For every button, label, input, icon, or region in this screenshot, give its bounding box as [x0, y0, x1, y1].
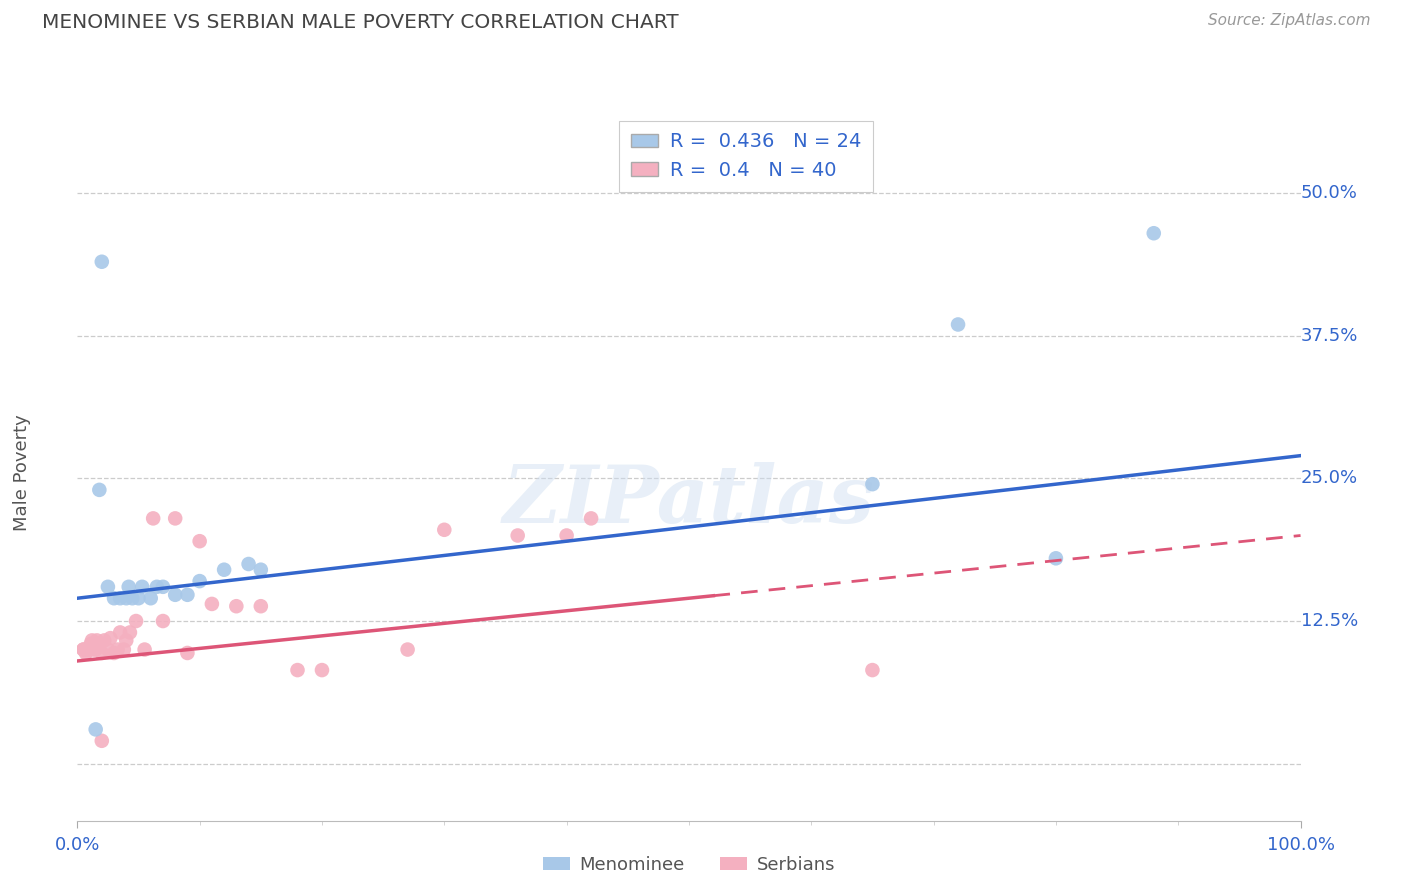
Point	[188, 574, 211, 588]
Point	[84, 642, 107, 657]
Legend: Menominee, Serbians: Menominee, Serbians	[536, 849, 842, 881]
Point	[862, 663, 884, 677]
Point	[118, 580, 141, 594]
Point	[82, 642, 104, 657]
Point	[115, 591, 138, 606]
Point	[77, 642, 100, 657]
Point	[121, 591, 143, 606]
Point	[86, 633, 108, 648]
Point	[89, 483, 111, 497]
Point	[103, 646, 125, 660]
Point	[72, 642, 94, 657]
Point	[90, 733, 112, 747]
Point	[238, 557, 260, 571]
Point	[152, 580, 174, 594]
Point	[97, 580, 120, 594]
Point	[506, 528, 529, 542]
Text: 50.0%: 50.0%	[1301, 185, 1357, 202]
Point	[201, 597, 224, 611]
Point	[250, 599, 273, 614]
Point	[396, 642, 419, 657]
Point	[75, 646, 97, 660]
Point	[97, 642, 120, 657]
Point	[188, 534, 211, 549]
Point	[90, 254, 112, 268]
Point	[93, 633, 115, 648]
Point	[90, 646, 112, 660]
Text: 12.5%: 12.5%	[1301, 612, 1358, 630]
Point	[311, 663, 333, 677]
Text: 37.5%: 37.5%	[1301, 326, 1358, 345]
Point	[103, 591, 125, 606]
Point	[108, 625, 131, 640]
Point	[433, 523, 456, 537]
Point	[127, 591, 149, 606]
Point	[76, 642, 98, 657]
Point	[176, 588, 198, 602]
Point	[250, 563, 273, 577]
Text: MENOMINEE VS SERBIAN MALE POVERTY CORRELATION CHART: MENOMINEE VS SERBIAN MALE POVERTY CORREL…	[42, 13, 679, 32]
Point	[115, 633, 138, 648]
Text: ZIPatlas: ZIPatlas	[503, 462, 875, 540]
Point	[287, 663, 309, 677]
Point	[72, 642, 94, 657]
Text: Male Poverty: Male Poverty	[13, 415, 31, 531]
Point	[212, 563, 235, 577]
Point	[579, 511, 602, 525]
Text: Source: ZipAtlas.com: Source: ZipAtlas.com	[1208, 13, 1371, 29]
Point	[862, 477, 884, 491]
Point	[131, 580, 153, 594]
Point	[112, 642, 135, 657]
Point	[134, 642, 156, 657]
Point	[84, 723, 107, 737]
Point	[80, 637, 103, 651]
Point	[152, 614, 174, 628]
Point	[1143, 226, 1166, 240]
Point	[118, 625, 141, 640]
Point	[225, 599, 247, 614]
Point	[108, 591, 131, 606]
Point	[165, 511, 187, 525]
Point	[80, 633, 103, 648]
Point	[125, 614, 148, 628]
Point	[946, 318, 969, 332]
Text: 25.0%: 25.0%	[1301, 469, 1358, 487]
Point	[98, 631, 121, 645]
Point	[142, 511, 165, 525]
Point	[1045, 551, 1067, 566]
Point	[555, 528, 578, 542]
Point	[89, 637, 111, 651]
Point	[165, 588, 187, 602]
Point	[107, 642, 129, 657]
Point	[176, 646, 198, 660]
Point	[146, 580, 169, 594]
Point	[139, 591, 162, 606]
